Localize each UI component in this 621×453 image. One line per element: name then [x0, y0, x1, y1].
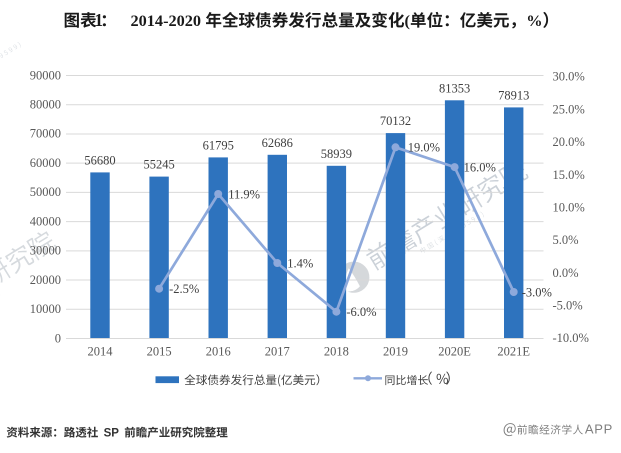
svg-text:19.0%: 19.0% [408, 141, 440, 155]
svg-text:50000: 50000 [30, 185, 61, 199]
svg-text:SP: SP [104, 428, 120, 440]
svg-text:10000: 10000 [30, 302, 61, 316]
svg-text:-6.0%: -6.0% [346, 305, 376, 319]
svg-text:2016: 2016 [206, 345, 231, 359]
svg-text:5.0%: 5.0% [553, 233, 579, 247]
svg-text:62686: 62686 [262, 136, 293, 150]
svg-text:0.0%: 0.0% [553, 266, 579, 280]
svg-text:30000: 30000 [30, 244, 61, 258]
svg-text:70132: 70132 [380, 114, 411, 128]
svg-text:40000: 40000 [30, 214, 61, 228]
svg-text:90000: 90000 [30, 68, 61, 82]
svg-text:20.0%: 20.0% [553, 135, 585, 149]
svg-text:55245: 55245 [143, 158, 174, 172]
svg-text:-2.5%: -2.5% [169, 282, 199, 296]
svg-text:2015: 2015 [147, 345, 172, 359]
svg-text:20000: 20000 [30, 273, 61, 287]
svg-text:(: ( [405, 11, 410, 30]
svg-text:10.0%: 10.0% [553, 201, 585, 215]
svg-text:70000: 70000 [30, 127, 61, 141]
svg-text:-5.0%: -5.0% [553, 299, 583, 313]
svg-text:2017: 2017 [265, 345, 290, 359]
svg-text:60000: 60000 [30, 156, 61, 170]
svg-text:56680: 56680 [84, 153, 115, 167]
svg-text:2021E: 2021E [497, 345, 530, 359]
svg-text:2014-2020: 2014-2020 [131, 11, 202, 30]
svg-text:2020E: 2020E [438, 345, 471, 359]
svg-text:81353: 81353 [439, 81, 470, 95]
svg-text:16.0%: 16.0% [464, 160, 496, 174]
svg-text:58939: 58939 [321, 147, 352, 161]
svg-text:1.4%: 1.4% [287, 256, 313, 270]
svg-text:-3.0%: -3.0% [522, 285, 552, 299]
svg-text:APP: APP [585, 422, 613, 437]
svg-text:2018: 2018 [324, 345, 349, 359]
svg-text:80000: 80000 [30, 98, 61, 112]
svg-text:2019: 2019 [383, 345, 408, 359]
svg-text:2014: 2014 [88, 345, 114, 359]
svg-text:-10.0%: -10.0% [553, 331, 589, 345]
svg-text:0: 0 [55, 331, 61, 345]
svg-text:1: 1 [94, 10, 103, 30]
svg-text:78913: 78913 [498, 88, 529, 102]
svg-text:%: % [526, 11, 542, 30]
svg-text:61795: 61795 [203, 138, 234, 152]
svg-text:15.0%: 15.0% [553, 168, 585, 182]
svg-text:30.0%: 30.0% [553, 70, 585, 84]
svg-text:11.9%: 11.9% [228, 187, 260, 201]
svg-text:25.0%: 25.0% [553, 102, 585, 116]
